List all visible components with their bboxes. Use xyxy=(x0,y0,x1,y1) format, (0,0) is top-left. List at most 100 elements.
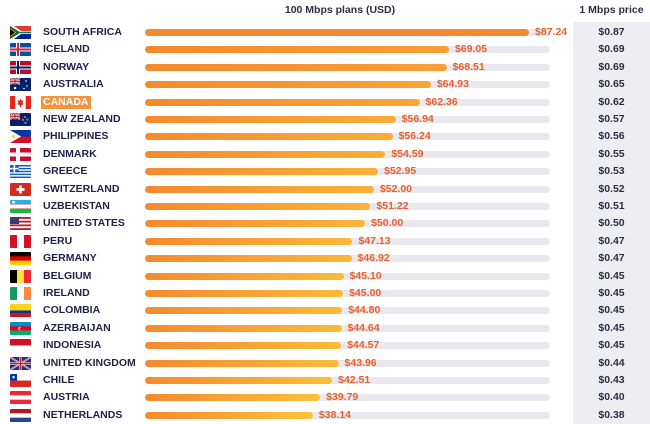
country-label: NORWAY xyxy=(41,61,91,74)
country-label: ICELAND xyxy=(41,43,92,56)
country-label: AUSTRALIA xyxy=(41,78,106,91)
table-row: SWITZERLAND $52.00 $0.52 xyxy=(0,181,650,198)
data-label: $52.95 xyxy=(384,165,416,178)
table-row: UNITED KINGDOM $43.96 $0.44 xyxy=(0,355,650,372)
bar-track xyxy=(145,81,550,88)
country-label: GREECE xyxy=(41,165,89,178)
iceland-flag xyxy=(10,43,31,56)
bar xyxy=(145,412,313,419)
data-label: $39.79 xyxy=(326,391,358,404)
price-column-header: 1 Mbps price xyxy=(573,4,650,16)
data-label: $44.57 xyxy=(347,339,379,352)
data-label: $38.14 xyxy=(319,409,351,422)
greece-flag xyxy=(10,165,31,178)
indonesia-flag xyxy=(10,339,31,352)
bar-track xyxy=(145,64,550,71)
table-row: DENMARK $54.59 $0.55 xyxy=(0,146,650,163)
price-value: $0.45 xyxy=(573,304,650,317)
bar xyxy=(145,238,352,245)
bar xyxy=(145,186,374,193)
uzbekistan-flag xyxy=(10,200,31,213)
price-value: $0.69 xyxy=(573,61,650,74)
country-label: SOUTH AFRICA xyxy=(41,26,124,39)
price-value: $0.87 xyxy=(573,26,650,39)
bar xyxy=(145,290,343,297)
country-label: AZERBAIJAN xyxy=(41,322,113,335)
bar-track xyxy=(145,29,550,36)
south-africa-flag xyxy=(10,26,31,39)
country-label: UZBEKISTAN xyxy=(41,200,112,213)
belgium-flag xyxy=(10,270,31,283)
bar xyxy=(145,203,370,210)
united-kingdom-flag xyxy=(10,357,31,370)
data-label: $54.59 xyxy=(391,148,423,161)
chile-flag xyxy=(10,374,31,387)
table-row: AZERBAIJAN $44.64 $0.45 xyxy=(0,320,650,337)
bar xyxy=(145,151,385,158)
price-value: $0.47 xyxy=(573,252,650,265)
bar-track xyxy=(145,99,550,106)
country-label: GERMANY xyxy=(41,252,99,265)
price-value: $0.45 xyxy=(573,270,650,283)
country-label: NEW ZEALAND xyxy=(41,113,123,126)
philippines-flag xyxy=(10,130,31,143)
bar xyxy=(145,325,342,332)
bar xyxy=(145,29,529,36)
bar-track xyxy=(145,151,550,158)
price-value: $0.62 xyxy=(573,96,650,109)
price-value: $0.51 xyxy=(573,200,650,213)
bar xyxy=(145,220,365,227)
bar xyxy=(145,46,449,53)
country-label: UNITED STATES xyxy=(41,217,127,230)
price-value: $0.52 xyxy=(573,183,650,196)
new-zealand-flag xyxy=(10,113,31,126)
bar xyxy=(145,394,320,401)
price-value: $0.65 xyxy=(573,78,650,91)
bar xyxy=(145,81,431,88)
data-label: $87.24 xyxy=(535,26,567,39)
country-label: CANADA xyxy=(41,96,91,109)
table-row: CHILE $42.51 $0.43 xyxy=(0,372,650,389)
table-row: AUSTRIA $39.79 $0.40 xyxy=(0,389,650,406)
bar-track xyxy=(145,238,550,245)
price-value: $0.45 xyxy=(573,339,650,352)
country-label: NETHERLANDS xyxy=(41,409,124,422)
price-value: $0.53 xyxy=(573,165,650,178)
bar xyxy=(145,377,332,384)
country-label: AUSTRIA xyxy=(41,391,92,404)
bar-track xyxy=(145,203,550,210)
bar xyxy=(145,64,447,71)
norway-flag xyxy=(10,61,31,74)
table-row: COLOMBIA $44.80 $0.45 xyxy=(0,302,650,319)
bar-track xyxy=(145,290,550,297)
switzerland-flag xyxy=(10,183,31,196)
price-value: $0.47 xyxy=(573,235,650,248)
price-value: $0.44 xyxy=(573,357,650,370)
austria-flag xyxy=(10,391,31,404)
data-label: $52.00 xyxy=(380,183,412,196)
table-row: SOUTH AFRICA $87.24 $0.87 xyxy=(0,24,650,41)
country-label: SWITZERLAND xyxy=(41,183,121,196)
data-label: $47.13 xyxy=(358,235,390,248)
price-value: $0.50 xyxy=(573,217,650,230)
data-label: $45.10 xyxy=(350,270,382,283)
table-row: BELGIUM $45.10 $0.45 xyxy=(0,268,650,285)
table-row: AUSTRALIA $64.93 $0.65 xyxy=(0,76,650,93)
data-label: $64.93 xyxy=(437,78,469,91)
price-value: $0.55 xyxy=(573,148,650,161)
country-label: CHILE xyxy=(41,374,77,387)
table-row: NEW ZEALAND $56.94 $0.57 xyxy=(0,111,650,128)
data-label: $42.51 xyxy=(338,374,370,387)
bar-track xyxy=(145,46,550,53)
bar-track xyxy=(145,133,550,140)
bar-track xyxy=(145,116,550,123)
table-row: GREECE $52.95 $0.53 xyxy=(0,163,650,180)
table-row: PHILIPPINES $56.24 $0.56 xyxy=(0,128,650,145)
bar-track xyxy=(145,186,550,193)
price-value: $0.57 xyxy=(573,113,650,126)
germany-flag xyxy=(10,252,31,265)
data-label: $56.24 xyxy=(399,130,431,143)
bar-track xyxy=(145,168,550,175)
chart-title: 100 Mbps plans (USD) xyxy=(260,4,420,16)
united-states-flag xyxy=(10,217,31,230)
